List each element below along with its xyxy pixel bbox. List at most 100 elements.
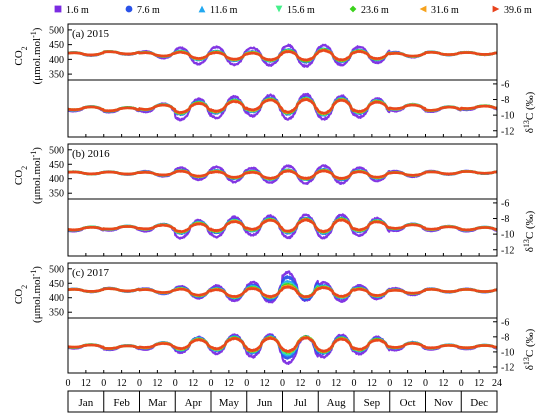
x-tick-label: 24 bbox=[492, 378, 502, 389]
legend-marker bbox=[349, 5, 357, 13]
month-label: Jan bbox=[79, 397, 94, 409]
co2-series-396m bbox=[68, 169, 497, 180]
d13c-tick-label: -10 bbox=[501, 111, 514, 122]
co2-tick-label: 350 bbox=[49, 70, 64, 81]
x-tick-label: 12 bbox=[367, 378, 377, 389]
legend-label: 7.6 m bbox=[137, 5, 160, 16]
d13c-tick-label: -6 bbox=[501, 198, 509, 209]
x-tick-label: 12 bbox=[152, 378, 162, 389]
x-tick-label: 12 bbox=[403, 378, 413, 389]
month-label: Sep bbox=[364, 397, 381, 409]
panel-3: (c) 2017 350 400 450 500 -6 -8 -10 -12 CO2 (μmol.m… bbox=[13, 262, 537, 374]
legend: 1.6 m 7.6 m 11.6 m 15.6 m 23.6 m 31.6 m 39.6 m bbox=[54, 5, 532, 16]
panel-2: (b) 2016 350 400 450 500 -6 -8 -10 -12 CO2 (μmol.m… bbox=[13, 143, 537, 257]
co2-series-396m bbox=[68, 49, 497, 62]
month-label: Aug bbox=[327, 397, 346, 409]
x-tick-label: 0 bbox=[66, 378, 71, 389]
x-tick-label: 0 bbox=[137, 378, 142, 389]
x-tick-label: 12 bbox=[438, 378, 448, 389]
legend-marker bbox=[54, 5, 62, 13]
legend-label: 1.6 m bbox=[66, 5, 89, 16]
legend-marker bbox=[275, 5, 283, 13]
x-tick-label: 0 bbox=[459, 378, 464, 389]
co2-tick-label: 350 bbox=[49, 189, 64, 200]
x-tick-label: 12 bbox=[295, 378, 305, 389]
month-label: Jul bbox=[294, 397, 307, 409]
panel-label: (b) 2016 bbox=[72, 148, 110, 160]
month-label: Nov bbox=[434, 397, 453, 409]
x-tick-label: 0 bbox=[280, 378, 285, 389]
d13c-tick-label: -8 bbox=[501, 332, 509, 343]
co2-axis-label: CO2 bbox=[13, 46, 29, 65]
legend-marker bbox=[198, 5, 206, 13]
x-tick-label: 0 bbox=[101, 378, 106, 389]
month-label: Mar bbox=[148, 397, 167, 409]
x-tick-label: 12 bbox=[224, 378, 234, 389]
panel-frame bbox=[67, 143, 498, 257]
co2-tick-label: 350 bbox=[49, 308, 64, 319]
x-tick-label: 0 bbox=[316, 378, 321, 389]
x-tick-label: 0 bbox=[423, 378, 428, 389]
month-label: Oct bbox=[400, 397, 416, 409]
month-label: Dec bbox=[470, 397, 488, 409]
x-tick-label: 0 bbox=[244, 378, 249, 389]
legend-marker bbox=[419, 5, 427, 13]
co2-axis-unit: (μmol.mol-1) bbox=[29, 27, 44, 84]
legend-label: 15.6 m bbox=[287, 5, 315, 16]
d13c-series-396m bbox=[68, 218, 497, 234]
co2-tick-label: 500 bbox=[49, 145, 64, 156]
legend-marker bbox=[125, 5, 133, 13]
legend-label: 39.6 m bbox=[504, 5, 532, 16]
month-label: May bbox=[219, 397, 240, 409]
d13c-tick-label: -6 bbox=[501, 317, 509, 328]
d13c-tick-label: -8 bbox=[501, 214, 509, 225]
co2-tick-label: 450 bbox=[49, 279, 64, 290]
month-label: Jun bbox=[257, 397, 273, 409]
x-tick-label: 0 bbox=[352, 378, 357, 389]
co2-tick-label: 450 bbox=[49, 160, 64, 171]
x-tick-label: 12 bbox=[260, 378, 270, 389]
x-tick-label: 0 bbox=[173, 378, 178, 389]
data-layer bbox=[68, 43, 497, 122]
co2-tick-label: 500 bbox=[49, 25, 64, 36]
x-tick-label: 0 bbox=[209, 378, 214, 389]
d13c-axis-label: δ13C (‰) bbox=[522, 91, 537, 133]
co2-axis-unit: (μmol.mol-1) bbox=[29, 266, 44, 323]
d13c-axis-label: δ13C (‰) bbox=[522, 328, 537, 370]
legend-label: 31.6 m bbox=[431, 5, 459, 16]
panel-label: (a) 2015 bbox=[72, 28, 109, 40]
data-layer bbox=[68, 270, 497, 365]
legend-label: 11.6 m bbox=[210, 5, 238, 16]
d13c-tick-label: -12 bbox=[501, 362, 514, 373]
d13c-tick-label: -12 bbox=[501, 126, 514, 137]
co2-series-396m bbox=[68, 285, 497, 299]
co2-axis-label: CO2 bbox=[13, 166, 29, 185]
panel-1: (a) 2015 350 400 450 500 -6 -8 -10 -12 CO2 (μmol.m… bbox=[13, 23, 537, 138]
d13c-tick-label: -12 bbox=[501, 245, 514, 256]
co2-tick-label: 400 bbox=[49, 174, 64, 185]
co2-tick-label: 400 bbox=[49, 293, 64, 304]
x-tick-label: 12 bbox=[331, 378, 341, 389]
data-layer bbox=[68, 164, 497, 240]
x-tick-label: 12 bbox=[117, 378, 127, 389]
co2-axis-label: CO2 bbox=[13, 285, 29, 304]
d13c-tick-label: -8 bbox=[501, 95, 509, 106]
month-label: Apr bbox=[185, 397, 202, 409]
co2-tick-label: 400 bbox=[49, 55, 64, 66]
d13c-tick-label: -6 bbox=[501, 79, 509, 90]
co2-series-16m bbox=[68, 43, 497, 68]
month-label: Feb bbox=[113, 397, 130, 409]
d13c-tick-label: -10 bbox=[501, 347, 514, 358]
legend-label: 23.6 m bbox=[361, 5, 389, 16]
d13c-axis-label: δ13C (‰) bbox=[522, 210, 537, 252]
x-tick-label: 12 bbox=[81, 378, 91, 389]
d13c-series-396m bbox=[68, 97, 497, 115]
co2-axis-unit: (μmol.mol-1) bbox=[29, 147, 44, 204]
x-tick-label: 12 bbox=[188, 378, 198, 389]
d13c-series-396m bbox=[68, 336, 497, 353]
panel-label: (c) 2017 bbox=[72, 267, 109, 279]
x-axis: 0 12 0 12 0 12 0 12 0 12 0 12 0 12 0 12 0 12 0 12 0 12 0 12 24 Ja… bbox=[66, 378, 502, 413]
legend-marker bbox=[492, 5, 500, 13]
